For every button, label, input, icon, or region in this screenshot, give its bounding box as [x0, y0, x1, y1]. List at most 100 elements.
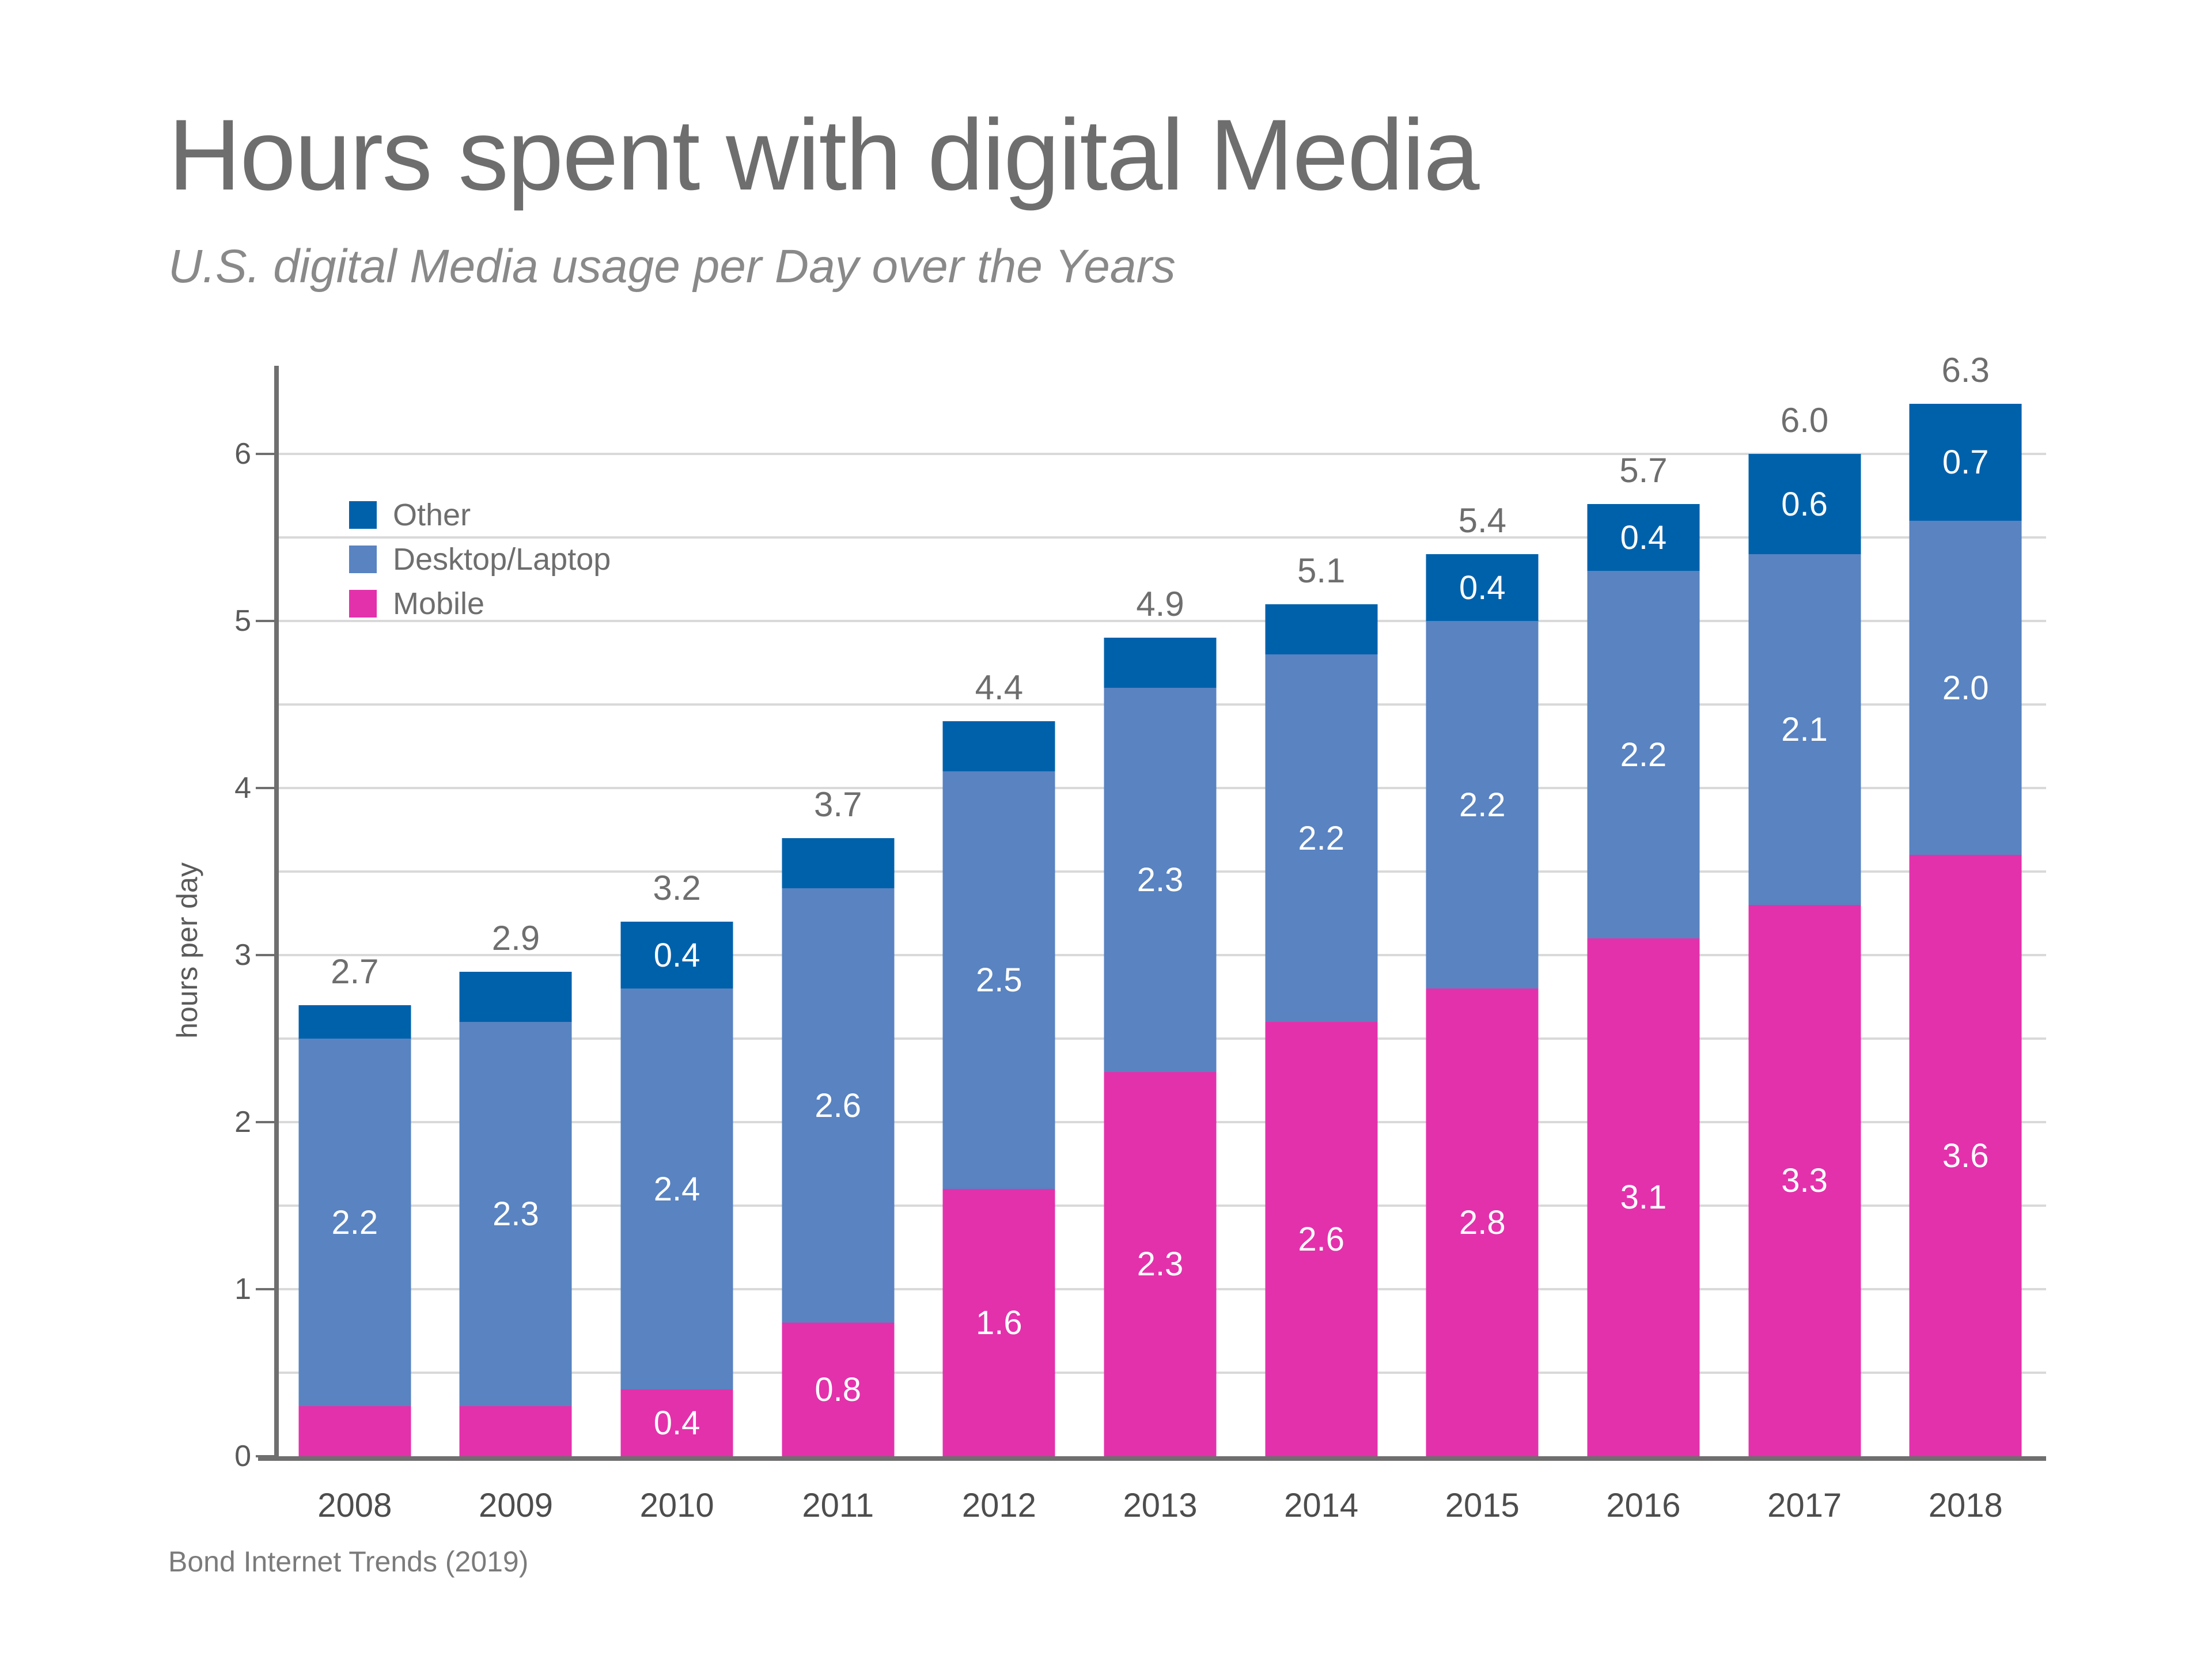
bar-value-label: 0.4 — [1620, 518, 1667, 556]
bar-stack: 1.6 2.5 — [942, 721, 1055, 1456]
bar-segment-mobile: 0.4 — [620, 1389, 733, 1456]
y-tick — [256, 954, 274, 956]
x-axis-label: 2011 — [802, 1487, 874, 1524]
bar-segment-desktop-laptop: 2.2 — [1587, 571, 1700, 938]
bar-value-label: 0.8 — [815, 1370, 862, 1408]
bar-value-label: 2.3 — [493, 1195, 539, 1233]
bar-stack: 3.6 2.0 0.7 — [1909, 404, 2022, 1456]
bar-segment-mobile: 0.8 — [782, 1323, 895, 1456]
bar-segment-other: 0.4 — [1426, 554, 1539, 621]
bar-total-label: 5.7 — [1619, 451, 1668, 490]
bar-value-label: 2.8 — [1459, 1203, 1506, 1241]
y-axis-label: hours per day — [171, 862, 203, 1039]
bar-segment-mobile: 2.8 — [1426, 988, 1539, 1456]
bar-segment-other: 0.4 — [1587, 504, 1700, 571]
chart-subtitle: U.S. digital Media usage per Day over th… — [168, 240, 1176, 293]
x-axis-labels: 2008 2009 2010 2011 2012 2013 2014 2015 2016 2017… — [274, 1486, 2046, 1525]
gridline — [274, 453, 2046, 455]
y-tick-label: 5 — [234, 604, 251, 638]
bar-slot-2011: 0.8 2.6 3.7 — [757, 366, 919, 1456]
bar-value-label: 0.6 — [1781, 485, 1828, 523]
bar-value-label: 1.6 — [976, 1304, 1022, 1342]
bar-segment-mobile: 2.6 — [1265, 1022, 1378, 1456]
bar-total-label: 3.2 — [653, 869, 701, 907]
bar-slot-2010: 0.4 2.4 0.4 3.2 — [596, 366, 757, 1456]
x-axis-label: 2014 — [1284, 1487, 1359, 1524]
bar-segment-mobile — [298, 1406, 411, 1456]
legend-label: Other — [393, 498, 471, 532]
gridline — [274, 620, 2046, 622]
bar-value-label: 2.0 — [1942, 669, 1989, 707]
legend-item-other: Other — [349, 499, 611, 531]
bar-total-label: 4.9 — [1136, 585, 1184, 623]
bar-total-label: 5.1 — [1297, 551, 1346, 590]
bar-slot-2009: 2.3 2.9 — [435, 366, 597, 1456]
bar-segment-mobile: 3.1 — [1587, 938, 1700, 1456]
bar-total-label: 5.4 — [1458, 501, 1507, 540]
y-tick-label: 0 — [234, 1440, 251, 1473]
bar-segment-desktop-laptop: 2.3 — [459, 1022, 572, 1406]
bar-value-label: 2.1 — [1781, 711, 1828, 748]
bar-stack: 0.8 2.6 — [782, 838, 895, 1456]
x-axis-label: 2017 — [1767, 1487, 1842, 1524]
bar-stack: 3.1 2.2 0.4 — [1587, 504, 1700, 1456]
y-axis-line — [274, 366, 279, 1461]
legend-item-desktop-laptop: Desktop/Laptop — [349, 544, 611, 575]
bar-segment-mobile: 2.3 — [1104, 1072, 1217, 1456]
bar-stack: 3.3 2.1 0.6 — [1748, 454, 1861, 1456]
bar-segment-desktop-laptop: 2.2 — [1426, 621, 1539, 988]
bar-value-label: 2.2 — [331, 1203, 378, 1241]
gridline — [274, 536, 2046, 539]
bar-stack: 2.3 2.3 — [1104, 638, 1217, 1456]
x-axis-label: 2008 — [317, 1487, 392, 1524]
bar-value-label: 2.2 — [1459, 786, 1506, 824]
bar-value-label: 0.4 — [1459, 569, 1506, 607]
bar-value-label: 3.3 — [1781, 1162, 1828, 1199]
y-tick — [256, 1288, 274, 1290]
x-axis-label: 2013 — [1123, 1487, 1198, 1524]
bar-value-label: 3.1 — [1620, 1179, 1667, 1216]
y-tick-label: 4 — [234, 771, 251, 805]
bar-segment-other — [782, 838, 895, 888]
bar-segment-mobile: 3.6 — [1909, 855, 2022, 1456]
bar-value-label: 2.3 — [1137, 1245, 1184, 1283]
bar-slot-2008: 2.2 2.7 — [274, 366, 435, 1456]
bar-total-label: 2.9 — [491, 919, 540, 957]
bar-stack: 2.8 2.2 0.4 — [1426, 554, 1539, 1456]
bar-segment-desktop-laptop: 2.4 — [620, 988, 733, 1389]
legend-swatch-mobile — [349, 590, 377, 618]
bar-slot-2014: 2.6 2.2 5.1 — [1241, 366, 1402, 1456]
y-tick — [256, 1121, 274, 1123]
bar-segment-other — [459, 972, 572, 1022]
bar-segment-other — [942, 721, 1055, 771]
bar-slot-2015: 2.8 2.2 0.4 5.4 — [1402, 366, 1563, 1456]
bar-stack: 2.6 2.2 — [1265, 604, 1378, 1456]
x-axis-label: 2012 — [961, 1487, 1036, 1524]
x-axis-line — [258, 1456, 2046, 1461]
bar-segment-other — [1104, 638, 1217, 688]
x-axis-label: 2015 — [1445, 1487, 1520, 1524]
bar-segment-desktop-laptop: 2.6 — [782, 888, 895, 1323]
bar-value-label: 2.5 — [976, 961, 1022, 999]
bar-segment-desktop-laptop: 2.2 — [1265, 654, 1378, 1022]
bar-segment-other: 0.4 — [620, 922, 733, 988]
legend-label: Desktop/Laptop — [393, 542, 611, 577]
bar-slot-2017: 3.3 2.1 0.6 6.0 — [1724, 366, 1885, 1456]
x-axis-label: 2016 — [1606, 1487, 1681, 1524]
bar-segment-desktop-laptop: 2.1 — [1748, 554, 1861, 905]
bar-stack: 0.4 2.4 0.4 — [620, 922, 733, 1456]
bar-value-label: 2.6 — [1298, 1220, 1344, 1258]
bar-value-label: 0.4 — [653, 936, 700, 974]
x-axis-label: 2018 — [1928, 1487, 2003, 1524]
y-tick — [256, 620, 274, 622]
bar-slot-2018: 3.6 2.0 0.7 6.3 — [1885, 351, 2046, 1456]
bar-segment-other: 0.6 — [1748, 454, 1861, 554]
legend-label: Mobile — [393, 586, 485, 621]
y-tick — [256, 453, 274, 455]
bar-value-label: 0.7 — [1942, 444, 1989, 481]
x-axis-label: 2010 — [639, 1487, 714, 1524]
bar-segment-desktop-laptop: 2.2 — [298, 1039, 411, 1406]
x-axis-label: 2009 — [478, 1487, 553, 1524]
y-tick-label: 3 — [234, 938, 251, 972]
bar-segment-other — [298, 1005, 411, 1039]
